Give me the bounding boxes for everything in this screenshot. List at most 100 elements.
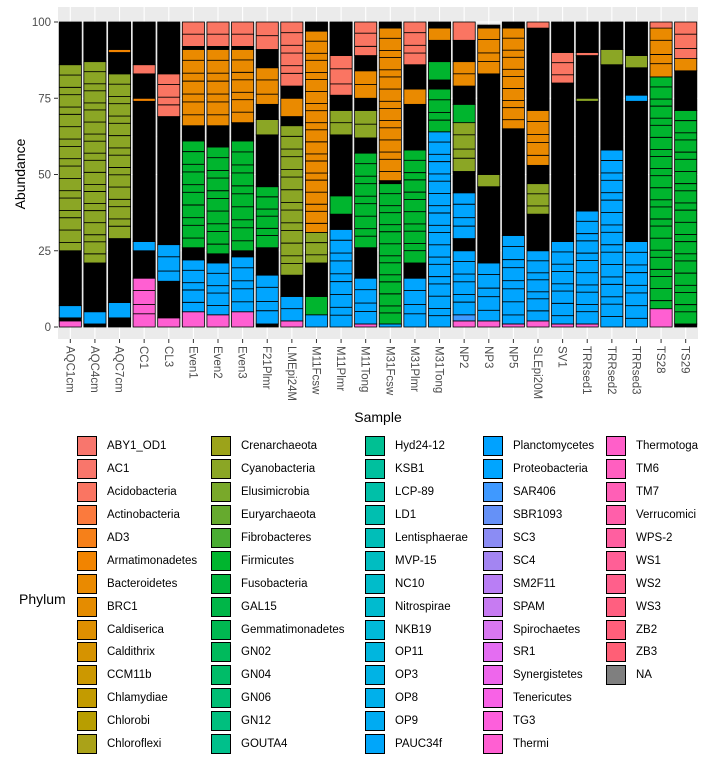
legend-label: TM6 xyxy=(636,463,659,476)
legend-label: Thermotoga xyxy=(636,440,699,453)
legend-label: Thermi xyxy=(513,738,549,751)
bar-segment xyxy=(83,311,107,325)
legend-label: Gemmatimonadetes xyxy=(241,623,345,636)
bar-SLEpi20M xyxy=(526,21,550,328)
bar-NP2 xyxy=(452,21,476,328)
legend-key xyxy=(365,688,385,709)
legend-item: NKB19 xyxy=(365,618,468,641)
legend-item: Gemmatimonadetes xyxy=(211,618,345,641)
bar-segment xyxy=(108,302,132,319)
legend-key xyxy=(483,711,503,732)
bar-segment xyxy=(501,323,525,328)
bar-segment xyxy=(501,235,525,325)
bar-segment xyxy=(132,97,156,102)
legend-item: OP8 xyxy=(365,687,468,710)
bar-segment xyxy=(329,21,353,56)
bar-segment xyxy=(354,55,378,72)
bar-segment xyxy=(551,82,575,243)
bar-segment xyxy=(551,241,575,325)
bar-segment xyxy=(674,58,698,72)
legend-label: Verrucomici xyxy=(636,509,697,522)
stacked-bar-chart: 0 25 50 75 100 AQC1cm AQC4cm AQC7cm CC1 CL3 Even1… xyxy=(12,7,698,425)
y-axis-title: Abundance xyxy=(12,138,28,209)
bar-Even1 xyxy=(181,21,205,328)
legend-key xyxy=(606,528,626,548)
legend-key xyxy=(77,711,97,732)
bar-segment xyxy=(526,110,550,166)
bar-segment xyxy=(575,210,599,325)
x-tick-label: Even3 xyxy=(236,346,248,379)
bar-segment xyxy=(649,27,673,78)
bar-segment xyxy=(157,317,181,328)
bar-segment xyxy=(477,73,501,175)
legend-label: Caldiserica xyxy=(107,623,164,636)
x-tick-label: M11Fcsw xyxy=(309,346,321,395)
bar-M11Tong xyxy=(354,21,378,328)
bar-segment xyxy=(354,137,378,154)
legend-label: LD1 xyxy=(395,509,417,522)
legend-key xyxy=(365,436,385,457)
bar-segment xyxy=(378,21,402,29)
legend-item: OP11 xyxy=(365,641,468,664)
legend-key xyxy=(606,505,626,526)
legend-key xyxy=(77,436,97,457)
bar-segment xyxy=(674,110,698,325)
bar-segment xyxy=(206,146,230,255)
legend-key xyxy=(483,642,503,663)
bar-M11Plmr xyxy=(329,21,353,328)
bar-segment xyxy=(255,67,279,105)
x-axis-title: Sample xyxy=(354,409,402,425)
legend-label: Chlamydiae xyxy=(107,692,168,705)
bar-segment xyxy=(255,49,279,69)
bar-segment xyxy=(329,195,353,215)
legend-key xyxy=(77,459,97,480)
legend-column: Crenarchaeota Cyanobacteria Elusimicrobia E… xyxy=(211,435,345,755)
legend-key xyxy=(606,459,626,480)
legend-label: WS3 xyxy=(636,600,661,613)
bar-segment xyxy=(329,94,353,111)
legend-key xyxy=(365,596,385,617)
bar-segment xyxy=(280,125,304,276)
bar-segment xyxy=(329,213,353,230)
legend-item: BRC1 xyxy=(77,595,197,618)
bar-segment xyxy=(206,253,230,264)
legend-item: TM6 xyxy=(606,458,698,481)
legend-item: Actinobacteria xyxy=(77,504,197,527)
x-tick-label: NP3 xyxy=(482,346,494,368)
legend-key xyxy=(483,734,503,755)
legend-label: NC10 xyxy=(395,577,425,590)
bar-segment xyxy=(231,49,255,124)
legend-item: Nitrospirae xyxy=(365,595,468,618)
legend-label: BRC1 xyxy=(107,600,138,613)
bar-TS28 xyxy=(649,21,673,328)
bar-segment xyxy=(255,134,279,188)
legend-key xyxy=(211,459,231,480)
legend-item: Crenarchaeota xyxy=(211,435,345,458)
x-axis: AQC1cm AQC4cm AQC7cm CC1 CL3 Even1 Even2 Even3 F… xyxy=(63,339,691,401)
bar-segment xyxy=(624,241,648,328)
legend-key xyxy=(483,573,503,594)
bar-segment xyxy=(600,64,624,151)
x-tick-label: AQC1cm xyxy=(63,346,75,393)
legend-key xyxy=(211,711,231,732)
legend-key xyxy=(77,619,97,640)
legend-label: Fibrobacteres xyxy=(241,532,312,544)
legend-key xyxy=(365,573,385,594)
legend-key xyxy=(211,642,231,663)
bar-segment xyxy=(206,125,230,148)
bar-F21Plmr xyxy=(255,21,279,328)
legend-label: Tenericutes xyxy=(513,692,572,705)
bar-segment xyxy=(378,27,402,182)
bar-segment xyxy=(181,49,205,127)
bar-segment xyxy=(428,27,452,41)
legend-item: Euryarchaeota xyxy=(211,504,345,527)
legend-item: Planctomycetes xyxy=(483,435,594,458)
bar-segment xyxy=(280,274,304,297)
legend-key xyxy=(211,619,231,640)
legend-item: Fibrobacteres xyxy=(211,527,345,550)
bar-segment xyxy=(403,64,427,90)
legend-label: Euryarchaeota xyxy=(241,509,316,522)
bar-segment xyxy=(575,323,599,328)
bar-segment xyxy=(329,55,353,96)
bar-segment xyxy=(501,21,525,29)
